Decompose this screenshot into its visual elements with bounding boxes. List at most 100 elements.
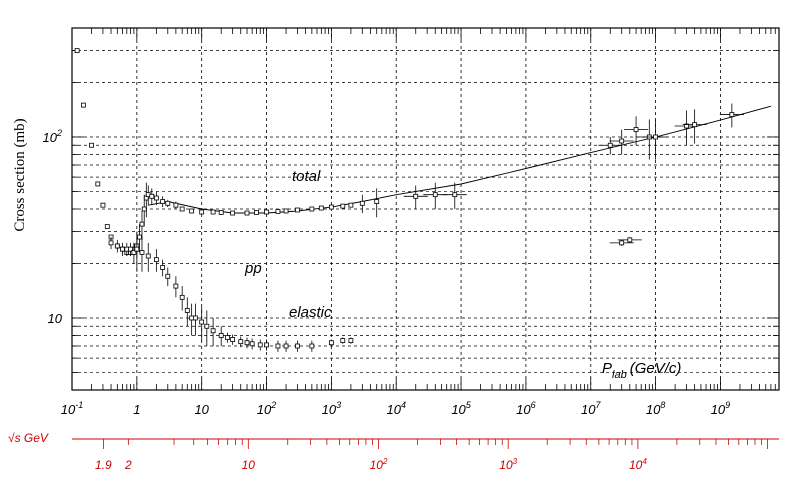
- x-tick-labels: 10-1 1 10 102 103 104 105 106 107 108 109: [61, 400, 730, 417]
- total-point: [141, 206, 147, 212]
- annotation-elastic: elastic: [289, 304, 332, 321]
- total-point: [179, 206, 185, 212]
- y-tick-labels: 10 102: [43, 128, 63, 326]
- total-point: [374, 199, 380, 204]
- total-point: [137, 234, 142, 240]
- total-point: [160, 199, 166, 204]
- total-point: [607, 142, 613, 148]
- elastic-point: [165, 273, 171, 279]
- total-point: [653, 134, 658, 140]
- total-point: [729, 112, 735, 117]
- total-point: [633, 127, 639, 132]
- elastic-point: [204, 323, 210, 329]
- total-point: [104, 224, 110, 229]
- total-point: [348, 202, 354, 208]
- grid: [71, 27, 779, 391]
- total-point: [210, 209, 216, 215]
- x-tick-label: 105: [451, 400, 471, 417]
- elastic-point: [131, 250, 137, 255]
- elastic-point: [348, 338, 354, 343]
- x-tick-label: 10: [194, 402, 209, 417]
- total-point: [149, 193, 155, 199]
- plab-main: P: [602, 360, 612, 377]
- axes: [71, 27, 780, 391]
- elastic-point: [218, 333, 224, 338]
- annotation-pp: pp: [244, 260, 262, 277]
- total-point: [295, 207, 300, 213]
- total-point: [692, 122, 698, 128]
- elastic-point: [134, 246, 140, 252]
- total-point: [452, 192, 458, 198]
- elastic-point: [627, 237, 633, 243]
- elastic-point: [160, 265, 166, 270]
- elastic-point: [173, 283, 179, 289]
- total-point: [139, 221, 145, 227]
- total-point: [95, 181, 101, 187]
- total-point: [199, 209, 205, 215]
- elastic-point: [210, 328, 216, 334]
- sqrt-s-axis-label: √s GeV: [8, 431, 49, 445]
- elastic-point: [139, 250, 145, 255]
- elastic-point: [249, 341, 255, 347]
- elastic-point: [257, 342, 263, 348]
- x-tick-label: 103: [322, 400, 341, 417]
- plab-sub: lab: [612, 369, 627, 381]
- total-point: [359, 200, 365, 206]
- x-tick-label: 10-1: [61, 400, 83, 417]
- y-tick-label: 10: [48, 311, 63, 326]
- total-point: [684, 123, 689, 129]
- data-points: [74, 48, 744, 352]
- elastic-point: [275, 343, 281, 349]
- elastic-point: [230, 337, 236, 342]
- elastic-point: [199, 319, 205, 325]
- total-point: [309, 206, 315, 212]
- x-tick-label: 1: [133, 402, 140, 417]
- elastic-point: [309, 343, 315, 349]
- elastic-point: [120, 246, 125, 252]
- total-point: [275, 208, 281, 214]
- sqrt-s-tick-label: 2: [124, 458, 132, 472]
- elastic-point: [225, 335, 230, 340]
- sqrt-s-tick-label: 104: [629, 457, 647, 472]
- total-point: [189, 208, 195, 214]
- elastic-point: [328, 340, 334, 346]
- total-point: [432, 192, 438, 198]
- total-point: [230, 210, 236, 216]
- elastic-point: [238, 339, 244, 345]
- total-point: [340, 203, 346, 209]
- total-point: [413, 193, 419, 199]
- y-tick-label: 102: [43, 128, 62, 145]
- elastic-point: [193, 315, 198, 321]
- total-point: [81, 102, 86, 108]
- total-point: [264, 209, 269, 215]
- total-point: [254, 210, 259, 215]
- sqrt-s-tick-label: 103: [499, 457, 517, 472]
- elastic-point: [283, 343, 289, 349]
- x-tick-label: 102: [257, 400, 276, 417]
- plab-unit: (GeV/c): [630, 360, 682, 377]
- elastic-point: [145, 253, 151, 259]
- total-point: [328, 204, 334, 210]
- total-point: [283, 208, 289, 214]
- elastic-point: [114, 243, 120, 249]
- elastic-point: [340, 338, 346, 343]
- total-point: [318, 205, 324, 211]
- fit-curve-total: [148, 105, 772, 214]
- elastic-point: [153, 257, 159, 263]
- total-point: [74, 48, 80, 54]
- elastic-point: [264, 342, 269, 348]
- y-axis-label: Cross section (mb): [12, 118, 28, 231]
- elastic-point: [179, 294, 185, 300]
- x-tick-label: 109: [711, 400, 730, 417]
- x-tick-label: 104: [386, 400, 405, 417]
- sqrt-s-tick-label: 1.9: [95, 458, 112, 472]
- elastic-point: [128, 246, 133, 252]
- annotation-plab: Plab (GeV/c): [602, 360, 681, 381]
- total-point: [244, 210, 250, 216]
- sqrt-s-tick-label: 10: [242, 458, 256, 472]
- total-point: [100, 202, 106, 208]
- sqrt-s-axis: √s GeV 1.9 2 10 102 103 104: [8, 431, 779, 472]
- total-point: [218, 210, 224, 215]
- annotation-total: total: [292, 168, 321, 185]
